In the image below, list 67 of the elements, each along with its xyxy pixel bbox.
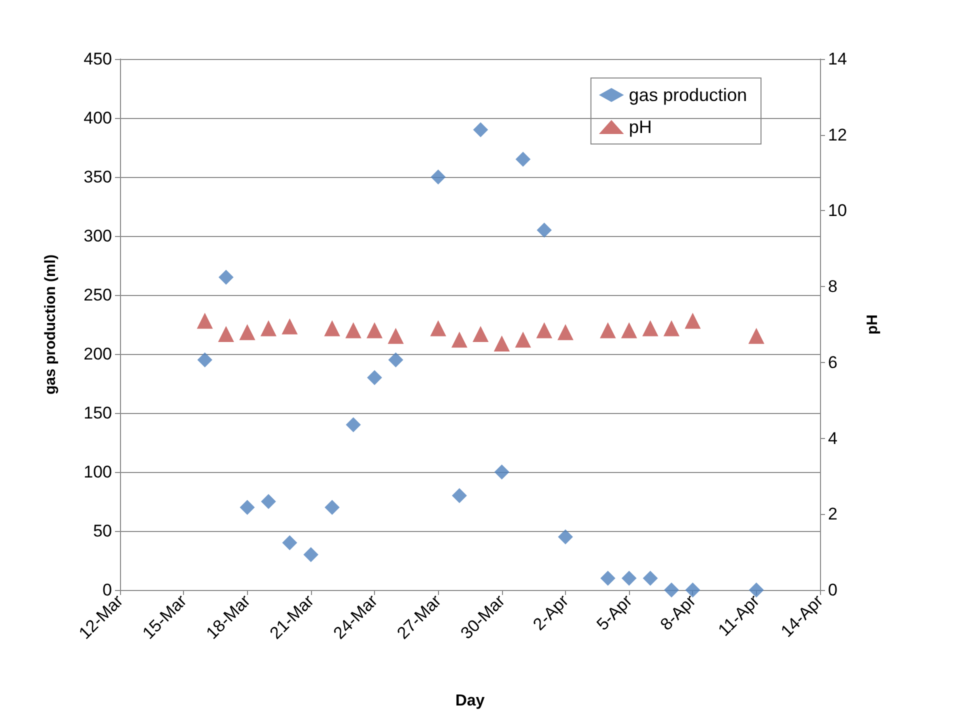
- point: [748, 582, 764, 598]
- point: [684, 312, 701, 329]
- point: [303, 547, 318, 562]
- y-tick-label: 200: [84, 344, 112, 364]
- legend-label: gas production: [628, 85, 748, 105]
- point: [345, 322, 362, 338]
- point: [600, 322, 616, 338]
- point: [622, 570, 637, 586]
- point: [366, 322, 383, 338]
- legend-label: pH: [628, 117, 652, 137]
- point: [324, 500, 340, 515]
- y2-tick-label: 2: [828, 504, 838, 524]
- point: [494, 335, 510, 352]
- y-axis-title: gas production (ml): [42, 254, 59, 394]
- point: [430, 170, 446, 184]
- point: [472, 326, 489, 342]
- point: [685, 582, 700, 598]
- point: [642, 320, 658, 336]
- point: [282, 535, 298, 550]
- point: [516, 152, 531, 167]
- point: [388, 328, 404, 344]
- x-axis-title: Day: [455, 692, 485, 710]
- y-tick-label: 400: [84, 108, 112, 128]
- point: [388, 352, 404, 368]
- point: [260, 494, 276, 509]
- point: [218, 270, 234, 285]
- y-tick-label: 350: [84, 168, 112, 186]
- point: [557, 324, 574, 340]
- point: [367, 370, 382, 386]
- point: [430, 320, 446, 336]
- y2-tick-label: 0: [828, 580, 838, 600]
- y-tick-label: 250: [84, 286, 112, 304]
- point: [621, 322, 638, 338]
- point: [536, 222, 552, 238]
- point: [197, 352, 212, 368]
- point: [494, 464, 510, 480]
- y-tick-label: 150: [84, 404, 112, 422]
- point: [282, 318, 298, 334]
- y2-axis-title: pH: [864, 314, 881, 334]
- point: [260, 320, 276, 336]
- point: [558, 529, 573, 544]
- y2-tick-label: 8: [828, 277, 838, 296]
- y-tick-label: 300: [84, 226, 112, 246]
- y-tick-label: 0: [102, 580, 112, 600]
- point: [664, 320, 680, 336]
- y2-tick-label: 6: [828, 352, 838, 372]
- y2-tick-label: 12: [828, 125, 847, 144]
- point: [600, 570, 616, 586]
- point: [473, 122, 488, 138]
- y-tick-label: 50: [93, 522, 112, 540]
- point: [346, 417, 361, 432]
- point: [536, 322, 552, 338]
- point: [239, 324, 256, 340]
- y2-tick-label: 14: [828, 50, 847, 68]
- y-tick-label: 100: [84, 462, 112, 482]
- point: [451, 332, 468, 348]
- point: [218, 326, 234, 342]
- y-tick-label: 450: [84, 50, 112, 68]
- point: [240, 500, 255, 515]
- point: [642, 570, 658, 586]
- point: [515, 332, 532, 348]
- point: [748, 328, 764, 344]
- point: [324, 320, 340, 336]
- point: [196, 312, 213, 329]
- y2-tick-label: 4: [828, 428, 838, 448]
- point: [452, 488, 467, 504]
- y2-tick-label: 10: [828, 201, 847, 220]
